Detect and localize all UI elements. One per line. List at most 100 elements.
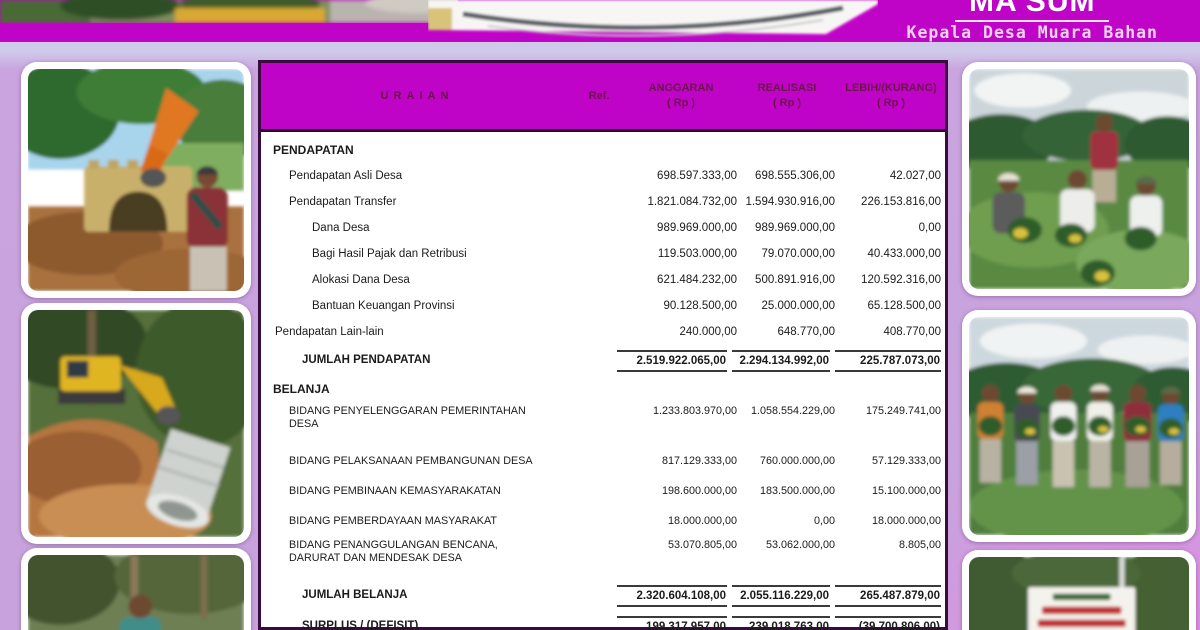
row-value: 1.821.084.732,00	[647, 196, 737, 208]
row-label: BIDANG PENANGGULANGAN BENCANA, DARURAT D…	[289, 539, 498, 564]
photo-excavator-pipe-illustration	[28, 310, 244, 537]
row-label: JUMLAH BELANJA	[302, 589, 408, 601]
photo-excavator-culvert-illustration	[28, 69, 244, 291]
row-value: 53.062.000,00	[765, 539, 835, 551]
table-row: Bagi Hasil Pajak dan Retribusi 119.503.00…	[267, 241, 941, 267]
row-value: 15.100.000,00	[871, 485, 941, 497]
table-row: Pendapatan Asli Desa 698.597.333,00 698.55…	[267, 163, 941, 189]
table-row: Pendapatan Lain-lain 240.000,00 648.770,00…	[267, 319, 941, 345]
row-label: SURPLUS / (DEFISIT)	[302, 620, 419, 630]
header-lebih-kurang: LEBIH/(KURANG) ( Rp )	[845, 82, 937, 109]
row-value: 989.969.000,00	[657, 222, 737, 234]
photo-card-right-3	[962, 550, 1196, 630]
header-realisasi: REALISASI ( Rp )	[757, 82, 817, 109]
photo-card-right-1	[962, 62, 1196, 296]
row-label: Dana Desa	[312, 221, 370, 234]
table-row: BIDANG PEMBINAAN KEMASYARAKATAN 198.600.0…	[267, 476, 941, 506]
table-row: BIDANG PEMBERDAYAAN MASYARAKAT 18.000.000…	[267, 506, 941, 536]
row-label: BELANJA	[273, 381, 330, 396]
header-uraian: URAIAN	[380, 89, 454, 102]
row-value: 25.000.000,00	[761, 300, 835, 312]
row-value: 119.503.000,00	[657, 248, 737, 260]
table-row: SURPLUS / (DEFISIT) 199.317.957,00 239.018…	[267, 611, 941, 630]
table-row: BIDANG PENYELENGGARAN PEMERINTAHAN DESA 1…	[267, 402, 941, 446]
table-body: PENDAPATAN Pendapatan Asli Desa 698.597.33…	[261, 132, 945, 630]
table-row: Alokasi Dana Desa 621.484.232,00 500.891.9…	[267, 267, 941, 293]
table-row: JUMLAH PENDAPATAN 2.519.922.065,00 2.294.1…	[267, 345, 941, 376]
row-value: 500.891.916,00	[755, 274, 835, 286]
row-value: 18.000.000,00	[667, 515, 737, 527]
row-value: 698.597.333,00	[657, 170, 737, 182]
row-label: BIDANG PENYELENGGARAN PEMERINTAHAN DESA	[289, 405, 526, 430]
photo-group-watermelon-illustration	[969, 317, 1189, 535]
row-label: Pendapatan Lain-lain	[275, 325, 384, 338]
row-value: 175.249.741,00	[865, 405, 941, 417]
row-label: BIDANG PEMBINAAN KEMASYARAKATAN	[289, 484, 501, 497]
row-label: Pendapatan Transfer	[289, 195, 397, 208]
row-value: 120.592.316,00	[861, 274, 941, 286]
table-header: URAIAN Ref. ANGGARAN ( Rp ) REALISASI ( …	[261, 63, 945, 132]
row-value: 198.600.000,00	[661, 485, 737, 497]
row-value: 2.519.922.065,00	[617, 349, 727, 372]
photo-card-left-2	[21, 303, 251, 544]
top-banner: MA'SUM Kepala Desa Muara Bahan	[0, 0, 1200, 42]
row-value: 2.055.116.229,00	[732, 584, 830, 607]
row-value: 225.787.073,00	[835, 349, 941, 372]
row-value: 760.000.000,00	[759, 455, 835, 467]
row-value: 989.969.000,00	[755, 222, 835, 234]
photo-card-left-3	[21, 548, 251, 630]
row-label: BIDANG PEMBERDAYAAN MASYARAKAT	[289, 514, 497, 527]
photo-card-right-2	[962, 310, 1196, 542]
row-label: Bantuan Keuangan Provinsi	[312, 299, 455, 312]
row-label: Bagi Hasil Pajak dan Retribusi	[312, 247, 467, 260]
row-value: 621.484.232,00	[657, 274, 737, 286]
dome-graphic	[428, 0, 878, 37]
table-row: BIDANG PELAKSANAAN PEMBANGUNAN DESA 817.1…	[267, 446, 941, 476]
row-value: 265.487.879,00	[835, 584, 941, 607]
row-value: 199.317.957,00	[617, 615, 727, 630]
photo-card-left-1	[21, 62, 251, 298]
row-value: 648.770,00	[777, 326, 835, 338]
row-value: 42.027,00	[889, 170, 941, 182]
row-label: BIDANG PELAKSANAAN PEMBANGUNAN DESA	[289, 454, 533, 467]
row-value: 408.770,00	[883, 326, 941, 338]
table-row: Bantuan Keuangan Provinsi 90.128.500,00 25…	[267, 293, 941, 319]
photo-watermelon-harvest-illustration	[969, 69, 1189, 289]
table-row: PENDAPATAN	[267, 137, 941, 163]
village-head-title: Kepala Desa Muara Bahan	[906, 23, 1158, 42]
table-row: BIDANG PENANGGULANGAN BENCANA, DARURAT D…	[267, 536, 941, 580]
row-label: PENDAPATAN	[273, 142, 354, 157]
row-value: 57.129.333,00	[871, 455, 941, 467]
row-value: 183.500.000,00	[759, 485, 835, 497]
row-value: 1.594.930.916,00	[745, 196, 835, 208]
row-value: 2.294.134.992,00	[732, 349, 830, 372]
official-identity: MA'SUM Kepala Desa Muara Bahan	[907, 0, 1158, 42]
header-anggaran: ANGGARAN ( Rp )	[648, 82, 714, 109]
row-value: 2.320.604.108,00	[617, 584, 727, 607]
row-value: 1.058.554.229,00	[750, 405, 835, 417]
row-value: 90.128.500,00	[663, 300, 737, 312]
row-value: 53.070.805,00	[667, 539, 737, 551]
row-value: 226.153.816,00	[861, 196, 941, 208]
row-label: JUMLAH PENDAPATAN	[302, 354, 431, 366]
row-value: (39.700.806,00)	[835, 615, 941, 630]
row-value: 0,00	[918, 222, 941, 234]
row-value: 0,00	[813, 515, 835, 527]
row-value: 698.555.306,00	[755, 170, 835, 182]
row-value: 1.233.803.970,00	[652, 405, 737, 417]
row-value: 79.070.000,00	[761, 248, 835, 260]
photo-forest-work-illustration	[28, 555, 244, 630]
row-value: 40.433.000,00	[867, 248, 941, 260]
row-value: 8.805,00	[898, 539, 941, 551]
table-row: JUMLAH BELANJA 2.320.604.108,00 2.055.116.…	[267, 580, 941, 611]
table-row: Pendapatan Transfer 1.821.084.732,00 1.594…	[267, 189, 941, 215]
row-value: 817.129.333,00	[661, 455, 737, 467]
header-ref: Ref.	[588, 89, 610, 102]
budget-table: URAIAN Ref. ANGGARAN ( Rp ) REALISASI ( …	[258, 60, 948, 630]
row-value: 239.018.763,00	[732, 615, 830, 630]
row-label: Alokasi Dana Desa	[312, 273, 410, 286]
table-row: BELANJA	[267, 376, 941, 402]
row-label: Pendapatan Asli Desa	[289, 169, 403, 182]
table-row: Dana Desa 989.969.000,00 989.969.000,00 0,0…	[267, 215, 941, 241]
